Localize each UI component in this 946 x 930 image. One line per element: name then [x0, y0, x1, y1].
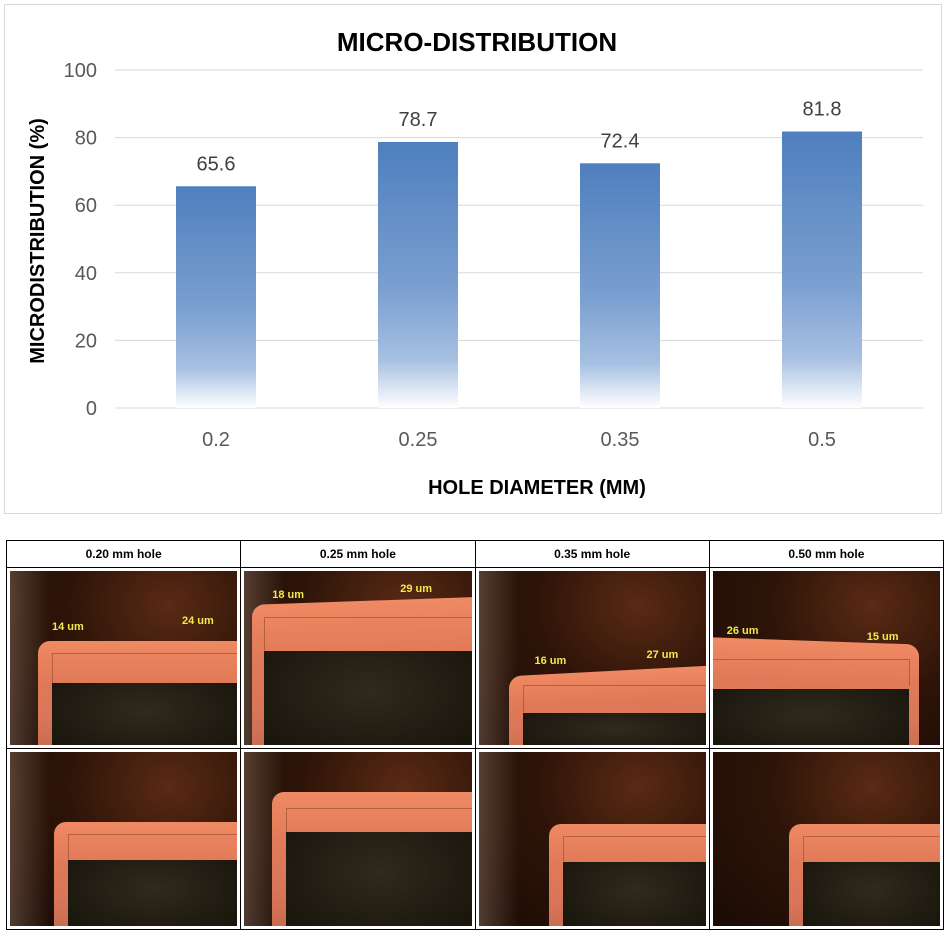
micrograph-0-50-annotated: 26 um 15 um	[712, 571, 940, 745]
photo-row-plain	[5, 748, 945, 930]
x-tick-label: 0.25	[399, 429, 438, 451]
micrograph-0-35	[478, 752, 706, 926]
thickness-label: 14 um	[52, 621, 84, 633]
photo-row-annotated: 14 um 24 um 18 um 29 um	[5, 567, 945, 749]
photo-cell: 26 um 15 um	[708, 567, 945, 749]
data-label: 72.4	[601, 130, 640, 152]
thickness-label: 15 um	[866, 631, 899, 643]
data-label: 78.7	[399, 109, 438, 131]
x-tick-label: 0.5	[808, 429, 836, 451]
x-tick-label: 0.35	[601, 429, 640, 451]
thickness-label: 24 um	[182, 615, 214, 627]
micrograph-0-35-annotated: 16 um 27 um	[478, 571, 706, 745]
photo-cell: 18 um 29 um	[240, 567, 476, 749]
x-axis-title: HOLE DIAMETER (MM)	[428, 477, 646, 499]
micrograph-0-25	[244, 752, 472, 926]
x-tick-label: 0.2	[202, 429, 230, 451]
x-tick-labels: 0.2 0.25 0.35 0.5	[202, 429, 836, 451]
column-header-0-35: 0.35 mm hole	[474, 540, 710, 568]
micrograph-0-20-annotated: 14 um 24 um	[10, 571, 238, 745]
thickness-label: 26 um	[726, 625, 759, 637]
photo-cell	[5, 748, 242, 930]
y-tick-label: 60	[75, 195, 97, 217]
photo-cell	[240, 748, 476, 930]
thickness-label: 18 um	[272, 589, 305, 601]
y-tick-label: 40	[75, 263, 97, 285]
y-tick-label: 20	[75, 330, 97, 352]
column-header-0-25: 0.25 mm hole	[240, 540, 476, 568]
thickness-label: 16 um	[534, 655, 567, 667]
thickness-label: 27 um	[646, 649, 679, 661]
chart-frame: MICRO-DISTRIBUTION 0 20 40 60 80 100 65.6 78.7…	[4, 4, 942, 514]
photo-cell: 16 um 27 um	[474, 567, 710, 749]
y-tick-label: 0	[86, 398, 97, 420]
y-tick-labels: 0 20 40 60 80 100	[64, 60, 97, 420]
bar-chart: MICRO-DISTRIBUTION 0 20 40 60 80 100 65.6 78.7…	[27, 27, 923, 499]
y-tick-label: 80	[75, 128, 97, 150]
bar	[378, 141, 458, 408]
y-axis-title: MICRODISTRIBUTION (%)	[27, 118, 49, 364]
column-header-0-20: 0.20 mm hole	[5, 540, 242, 568]
chart-title: MICRO-DISTRIBUTION	[337, 27, 617, 57]
micrograph-0-25-annotated: 18 um 29 um	[244, 571, 472, 745]
thickness-label: 29 um	[400, 583, 433, 595]
micrograph-0-20	[10, 752, 238, 926]
photo-table-header-row: 0.20 mm hole 0.25 mm hole 0.35 mm hole 0…	[5, 540, 945, 568]
photo-cell: 14 um 24 um	[5, 567, 242, 749]
bars: 65.6 78.7 72.4 81.8	[176, 99, 862, 408]
y-tick-label: 100	[64, 60, 97, 82]
photo-cell	[474, 748, 710, 930]
bar	[782, 131, 862, 408]
data-label: 81.8	[803, 99, 842, 121]
photo-cell	[708, 748, 945, 930]
bar	[580, 163, 660, 408]
cross-section-photo-table: 0.20 mm hole 0.25 mm hole 0.35 mm hole 0…	[5, 540, 945, 930]
bar	[176, 186, 256, 408]
data-label: 65.6	[197, 153, 236, 175]
column-header-0-50: 0.50 mm hole	[708, 540, 945, 568]
micrograph-0-50	[712, 752, 940, 926]
